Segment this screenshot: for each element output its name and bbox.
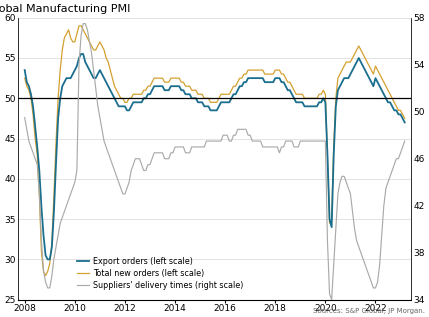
Legend: Export orders (left scale), Total new orders (left scale), Suppliers' delivery t: Export orders (left scale), Total new or…	[73, 254, 246, 293]
Text: Sources: S&P Global, JP Morgan.: Sources: S&P Global, JP Morgan.	[313, 308, 425, 314]
Text: Global Manufacturing PMI: Global Manufacturing PMI	[0, 4, 130, 14]
